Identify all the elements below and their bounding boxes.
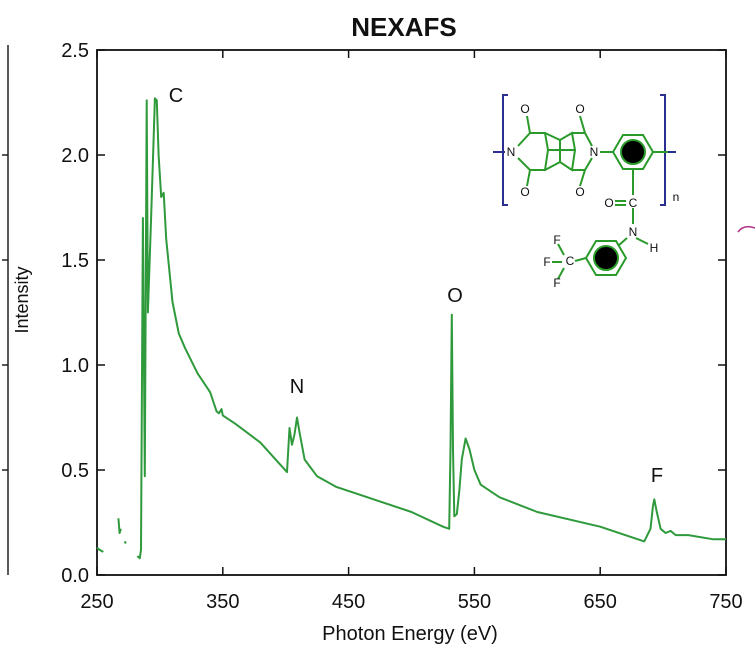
atom-label: n [673, 190, 680, 204]
y-axis-label: Intensity [12, 266, 32, 333]
edge-annotation: F [651, 465, 663, 487]
edge-annotation: C [169, 85, 183, 107]
y-tick-label: 2.0 [61, 145, 89, 167]
y-tick-label: 1.0 [61, 355, 89, 377]
stray-curve [737, 225, 755, 233]
chart-title: NEXAFS [351, 12, 456, 42]
atom-label: F [553, 233, 560, 247]
atom-label: O [575, 102, 584, 116]
y-tick-label: 0.0 [61, 565, 89, 587]
x-tick-label: 350 [206, 591, 239, 613]
atom-label: N [507, 145, 516, 159]
y-tick-label: 2.5 [61, 40, 89, 62]
x-axis-label: Photon Energy (eV) [322, 623, 498, 645]
edge-annotation: O [447, 285, 463, 307]
x-tick-label: 650 [584, 591, 617, 613]
atom-label: O [575, 185, 584, 199]
atom-label: F [553, 276, 560, 290]
atom-label: O [604, 196, 613, 210]
atom-label: N [590, 145, 599, 159]
plot-frame [96, 49, 727, 576]
atom-label: C [629, 196, 638, 210]
atom-label: F [543, 255, 550, 269]
neighbor-axis [2, 45, 9, 575]
y-tick-label: 1.5 [61, 250, 89, 272]
atom-label: N [629, 225, 638, 239]
atom-label: H [650, 241, 659, 255]
atom-label: O [520, 185, 529, 199]
atom-label: O [520, 102, 529, 116]
x-tick-label: 550 [458, 591, 491, 613]
edge-annotation: N [290, 376, 304, 398]
x-tick-label: 450 [332, 591, 365, 613]
x-tick-label: 250 [80, 591, 113, 613]
y-tick-label: 0.5 [61, 460, 89, 482]
x-tick-label: 750 [709, 591, 742, 613]
spectrum-line [96, 97, 726, 560]
atom-label: C [566, 254, 575, 268]
